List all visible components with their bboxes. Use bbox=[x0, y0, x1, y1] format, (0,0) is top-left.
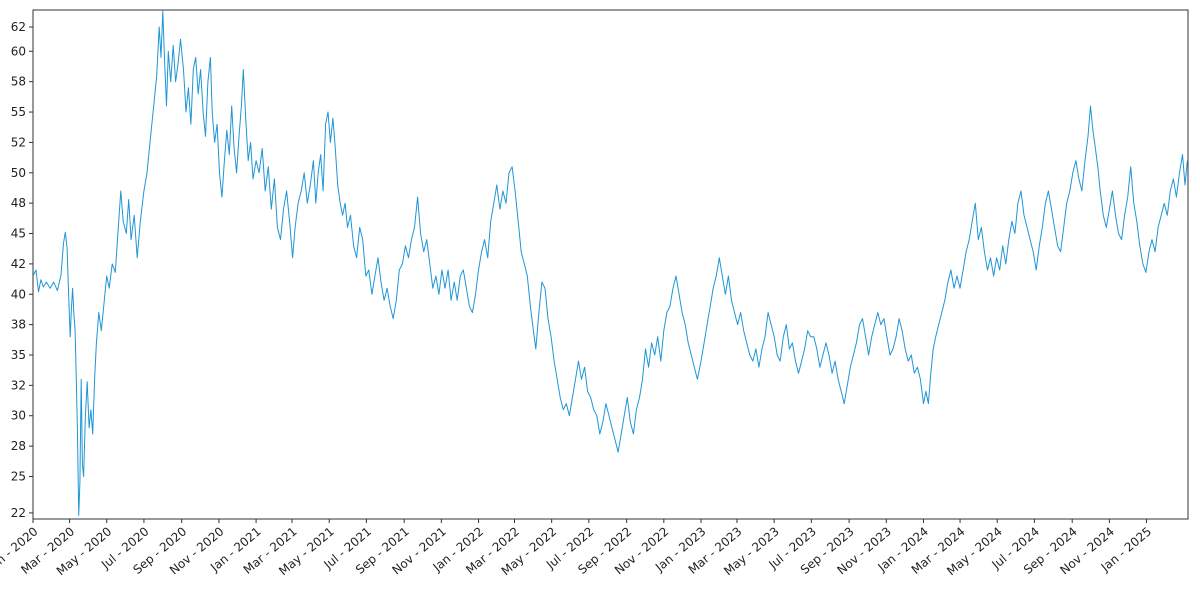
plot-frame bbox=[32, 9, 1189, 520]
y-tick-label: 62 bbox=[11, 20, 26, 34]
series-line bbox=[33, 10, 1188, 516]
y-tick-label: 42 bbox=[11, 257, 26, 271]
y-tick-label: 55 bbox=[11, 105, 26, 119]
y-tick-label: 30 bbox=[11, 409, 26, 423]
y-tick-label: 48 bbox=[11, 196, 26, 210]
y-tick-label: 35 bbox=[11, 348, 26, 362]
y-axis: 22 25 28 30 32 35 38 40 42 45 48 50 52 55 58 60 62 bbox=[11, 20, 33, 520]
y-tick-label: 58 bbox=[11, 75, 26, 89]
y-tick-label: 60 bbox=[11, 44, 26, 58]
y-tick-label: 22 bbox=[11, 506, 26, 520]
y-tick-label: 28 bbox=[11, 439, 26, 453]
plot-area bbox=[32, 9, 1189, 520]
y-tick-label: 45 bbox=[11, 227, 26, 241]
y-tick-label: 52 bbox=[11, 135, 26, 149]
y-tick-label: 50 bbox=[11, 166, 26, 180]
y-tick-label: 25 bbox=[11, 469, 26, 483]
y-tick-label: 32 bbox=[11, 378, 26, 392]
y-tick-label: 38 bbox=[11, 318, 26, 332]
y-tick-label: 40 bbox=[11, 287, 26, 301]
